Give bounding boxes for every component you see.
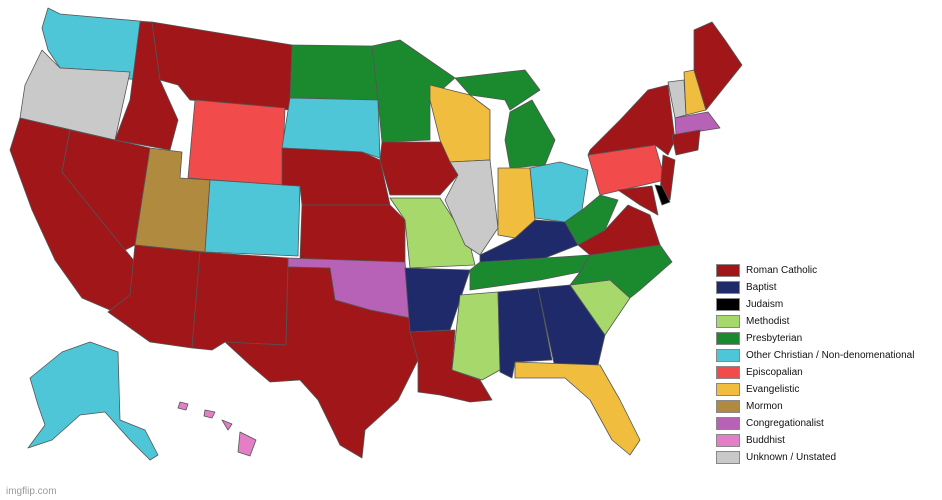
state-nevada <box>61 129 151 251</box>
legend-swatch <box>716 451 740 464</box>
legend-item: Buddhist <box>716 432 938 449</box>
state-oregon <box>19 49 131 141</box>
state-wyoming <box>187 99 286 186</box>
legend-item: Presbyterian <box>716 330 938 347</box>
legend-item: Congregationalist <box>716 415 938 432</box>
legend-label: Roman Catholic <box>746 265 818 276</box>
state-connecticut-ri <box>671 129 701 156</box>
state-florida <box>514 361 641 456</box>
legend-item: Unknown / Unstated <box>716 449 938 466</box>
state-north-dakota <box>289 44 379 101</box>
legend-swatch <box>716 332 740 345</box>
legend-swatch <box>716 383 740 396</box>
legend-item: Judaism <box>716 296 938 313</box>
state-arkansas <box>404 267 471 333</box>
legend-swatch <box>716 315 740 328</box>
legend-label: Congregationalist <box>746 418 824 429</box>
state-delaware <box>654 184 671 206</box>
state-colorado <box>204 179 301 257</box>
legend-item: Roman Catholic <box>716 262 938 279</box>
legend-item: Methodist <box>716 313 938 330</box>
watermark: imgflip.com <box>6 486 57 497</box>
state-georgia <box>537 284 606 369</box>
legend-label: Other Christian / Non-denomenational <box>746 350 915 361</box>
legend-swatch <box>716 417 740 430</box>
state-montana <box>151 21 293 111</box>
legend-label: Evangelistic <box>746 384 800 395</box>
state-alaska <box>27 341 159 461</box>
state-kansas <box>299 204 406 263</box>
legend-item: Baptist <box>716 279 938 296</box>
legend-swatch <box>716 400 740 413</box>
legend-swatch <box>716 349 740 362</box>
state-minnesota <box>371 39 456 143</box>
state-maine <box>693 21 743 111</box>
legend-label: Mormon <box>746 401 783 412</box>
legend-swatch <box>716 434 740 447</box>
legend-item: Other Christian / Non-denomenational <box>716 347 938 364</box>
legend-swatch <box>716 298 740 311</box>
state-new-york <box>587 84 676 156</box>
legend-item: Evangelistic <box>716 381 938 398</box>
state-south-dakota <box>281 97 381 159</box>
legend-label: Episcopalian <box>746 367 803 378</box>
state-missouri <box>389 197 476 269</box>
legend-label: Baptist <box>746 282 777 293</box>
legend-label: Unknown / Unstated <box>746 452 837 463</box>
legend-swatch <box>716 264 740 277</box>
state-maryland <box>617 185 659 216</box>
legend-swatch <box>716 366 740 379</box>
legend-label: Presbyterian <box>746 333 803 344</box>
legend-item: Episcopalian <box>716 364 938 381</box>
state-hawaii <box>177 401 257 457</box>
legend-swatch <box>716 281 740 294</box>
state-illinois <box>444 159 499 256</box>
legend-item: Mormon <box>716 398 938 415</box>
state-massachusetts <box>674 111 721 136</box>
legend: Roman Catholic Baptist Judaism Methodist Pre… <box>716 262 938 466</box>
legend-label: Judaism <box>746 299 784 310</box>
legend-label: Methodist <box>746 316 790 327</box>
state-west-virginia <box>564 194 619 246</box>
state-new-mexico <box>191 251 289 351</box>
state-mississippi <box>451 291 501 381</box>
legend-label: Buddhist <box>746 435 785 446</box>
state-texas <box>224 266 419 459</box>
state-louisiana <box>409 329 493 403</box>
